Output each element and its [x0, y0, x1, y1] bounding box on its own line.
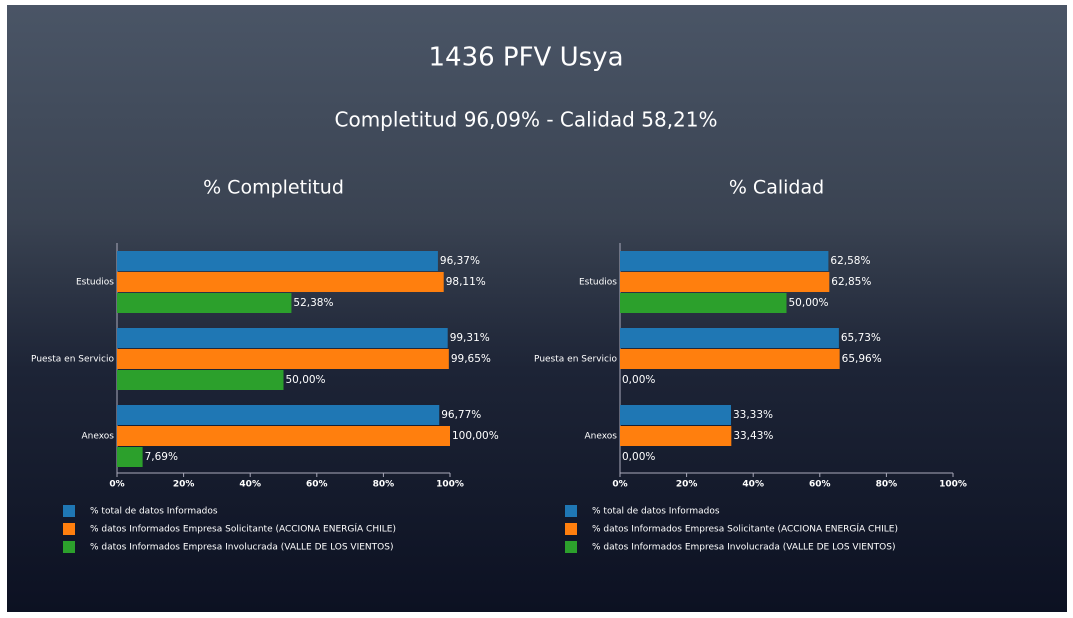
- bar: [620, 293, 787, 313]
- y-tick-label: Puesta en Servicio: [534, 355, 617, 365]
- x-tick-label: 20%: [676, 480, 698, 490]
- bar: [620, 405, 731, 425]
- value-label: 0,00%: [622, 374, 655, 386]
- value-label: 62,85%: [831, 276, 871, 288]
- value-label: 96,37%: [440, 255, 480, 267]
- value-label: 7,69%: [145, 451, 178, 463]
- legend-label: % datos Informados Empresa Solicitante (…: [90, 523, 396, 535]
- y-tick-label: Estudios: [579, 278, 617, 288]
- x-tick-label: 0%: [612, 480, 627, 490]
- legend-label: % datos Informados Empresa Solicitante (…: [592, 523, 898, 535]
- dashboard: 1436 PFV Usya Completitud 96,09% - Calid…: [0, 0, 1073, 618]
- x-tick-label: 80%: [373, 480, 395, 490]
- legend-swatch: [63, 505, 75, 517]
- legend-label: % total de datos Informados: [90, 507, 218, 517]
- x-tick-label: 60%: [306, 480, 328, 490]
- bar: [117, 272, 444, 292]
- y-tick-label: Anexos: [82, 432, 115, 442]
- bar: [117, 328, 448, 348]
- bar: [117, 251, 438, 271]
- x-tick-label: 40%: [742, 480, 764, 490]
- bar: [620, 272, 829, 292]
- legend-swatch: [565, 505, 577, 517]
- legend-swatch: [565, 523, 577, 535]
- legend-label: % datos Informados Empresa Involucrada (…: [592, 543, 895, 553]
- value-label: 50,00%: [286, 374, 326, 386]
- bar: [117, 370, 284, 390]
- x-tick-label: 20%: [173, 480, 195, 490]
- value-label: 0,00%: [622, 451, 655, 463]
- bar: [117, 349, 449, 369]
- chart-title: % Completitud: [203, 177, 344, 199]
- x-tick-label: 100%: [939, 480, 967, 490]
- value-label: 99,31%: [450, 332, 490, 344]
- bar: [117, 293, 291, 313]
- page: {"header": {"title": "1436 PFV Usya", "s…: [0, 0, 1073, 618]
- bar: [620, 328, 839, 348]
- x-tick-label: 0%: [109, 480, 124, 490]
- y-tick-label: Anexos: [585, 432, 618, 442]
- x-tick-label: 80%: [876, 480, 898, 490]
- value-label: 98,11%: [446, 276, 486, 288]
- bar: [620, 349, 840, 369]
- legend-label: % datos Informados Empresa Involucrada (…: [90, 543, 393, 553]
- bar: [620, 426, 731, 446]
- legend-label: % total de datos Informados: [592, 507, 720, 517]
- value-label: 33,33%: [733, 409, 773, 421]
- value-label: 50,00%: [789, 297, 829, 309]
- chart-title: % Calidad: [729, 177, 824, 199]
- page-title: 1436 PFV Usya: [428, 43, 623, 73]
- value-label: 65,96%: [842, 353, 882, 365]
- legend-swatch: [565, 541, 577, 553]
- x-tick-label: 40%: [239, 480, 261, 490]
- value-label: 65,73%: [841, 332, 881, 344]
- legend-swatch: [63, 541, 75, 553]
- bar: [117, 447, 143, 467]
- bar: [117, 405, 439, 425]
- page-subtitle: Completitud 96,09% - Calidad 58,21%: [335, 108, 718, 132]
- value-label: 96,77%: [441, 409, 481, 421]
- value-label: 62,58%: [830, 255, 870, 267]
- value-label: 52,38%: [293, 297, 333, 309]
- value-label: 33,43%: [733, 430, 773, 442]
- y-tick-label: Estudios: [76, 278, 114, 288]
- value-label: 99,65%: [451, 353, 491, 365]
- bar: [620, 251, 828, 271]
- bar: [117, 426, 450, 446]
- x-tick-label: 100%: [436, 480, 464, 490]
- legend-swatch: [63, 523, 75, 535]
- y-tick-label: Puesta en Servicio: [31, 355, 114, 365]
- x-tick-label: 60%: [809, 480, 831, 490]
- value-label: 100,00%: [452, 430, 499, 442]
